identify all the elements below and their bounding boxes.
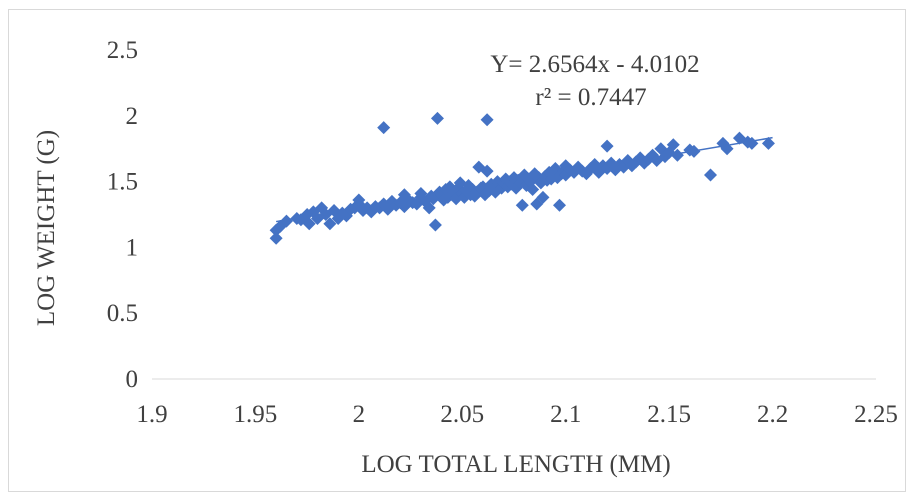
x-tick-label: 1.95 [234, 401, 278, 428]
data-point [526, 182, 540, 196]
data-point [600, 139, 614, 153]
data-point [480, 164, 494, 178]
y-tick-label: 0.5 [107, 300, 138, 327]
data-point [377, 121, 391, 135]
data-point [269, 231, 283, 245]
data-point [666, 138, 680, 152]
data-point [480, 113, 494, 127]
data-point [687, 144, 701, 158]
data-point [720, 142, 734, 156]
data-point [279, 214, 293, 228]
y-tick-label: 0 [126, 366, 139, 393]
x-tick-label: 2.2 [757, 401, 788, 428]
chart-frame: 0 0.5 1 1.5 2 2.5 1.9 1.95 2 2.05 2.1 2.15 2.2 2.25 … [8, 9, 906, 492]
data-point [761, 136, 775, 150]
data-point [422, 201, 436, 215]
data-point [430, 111, 444, 125]
data-point [745, 136, 759, 150]
x-tick-label: 1.9 [136, 401, 167, 428]
x-tick-label: 2.1 [550, 401, 581, 428]
data-point [670, 148, 684, 162]
x-tick-label: 2.05 [440, 401, 484, 428]
data-point [704, 168, 718, 182]
x-axis-ticks: 1.9 1.95 2 2.05 2.1 2.15 2.2 2.25 [136, 401, 898, 428]
data-point [515, 198, 529, 212]
data-point [501, 180, 515, 194]
data-point [536, 190, 550, 204]
y-axis-ticks: 0 0.5 1 1.5 2 2.5 [107, 37, 138, 393]
x-tick-label: 2.25 [854, 401, 898, 428]
data-point [302, 217, 316, 231]
data-point [428, 218, 442, 232]
y-axis-title: LOG WEIGHT (G) [33, 130, 60, 326]
x-tick-label: 2.15 [647, 401, 691, 428]
data-points [269, 111, 775, 245]
trendline-r-squared: r² = 0.7447 [535, 84, 646, 111]
y-tick-label: 2.5 [107, 37, 138, 64]
x-axis-title: LOG TOTAL LENGTH (MM) [361, 451, 670, 478]
trendline-equation: Y= 2.6564x - 4.0102 [490, 51, 699, 78]
y-tick-label: 2 [126, 103, 139, 130]
data-point [553, 198, 567, 212]
scatter-chart: 00.511.522.5 1.9 1.95 2 2.05 2.1 2.15 2.2 2.25 … [33, 37, 898, 478]
data-point [352, 193, 366, 207]
y-tick-label: 1.5 [107, 169, 138, 196]
x-tick-label: 2 [353, 401, 366, 428]
y-tick-label: 1 [126, 234, 139, 261]
data-point [323, 217, 337, 231]
